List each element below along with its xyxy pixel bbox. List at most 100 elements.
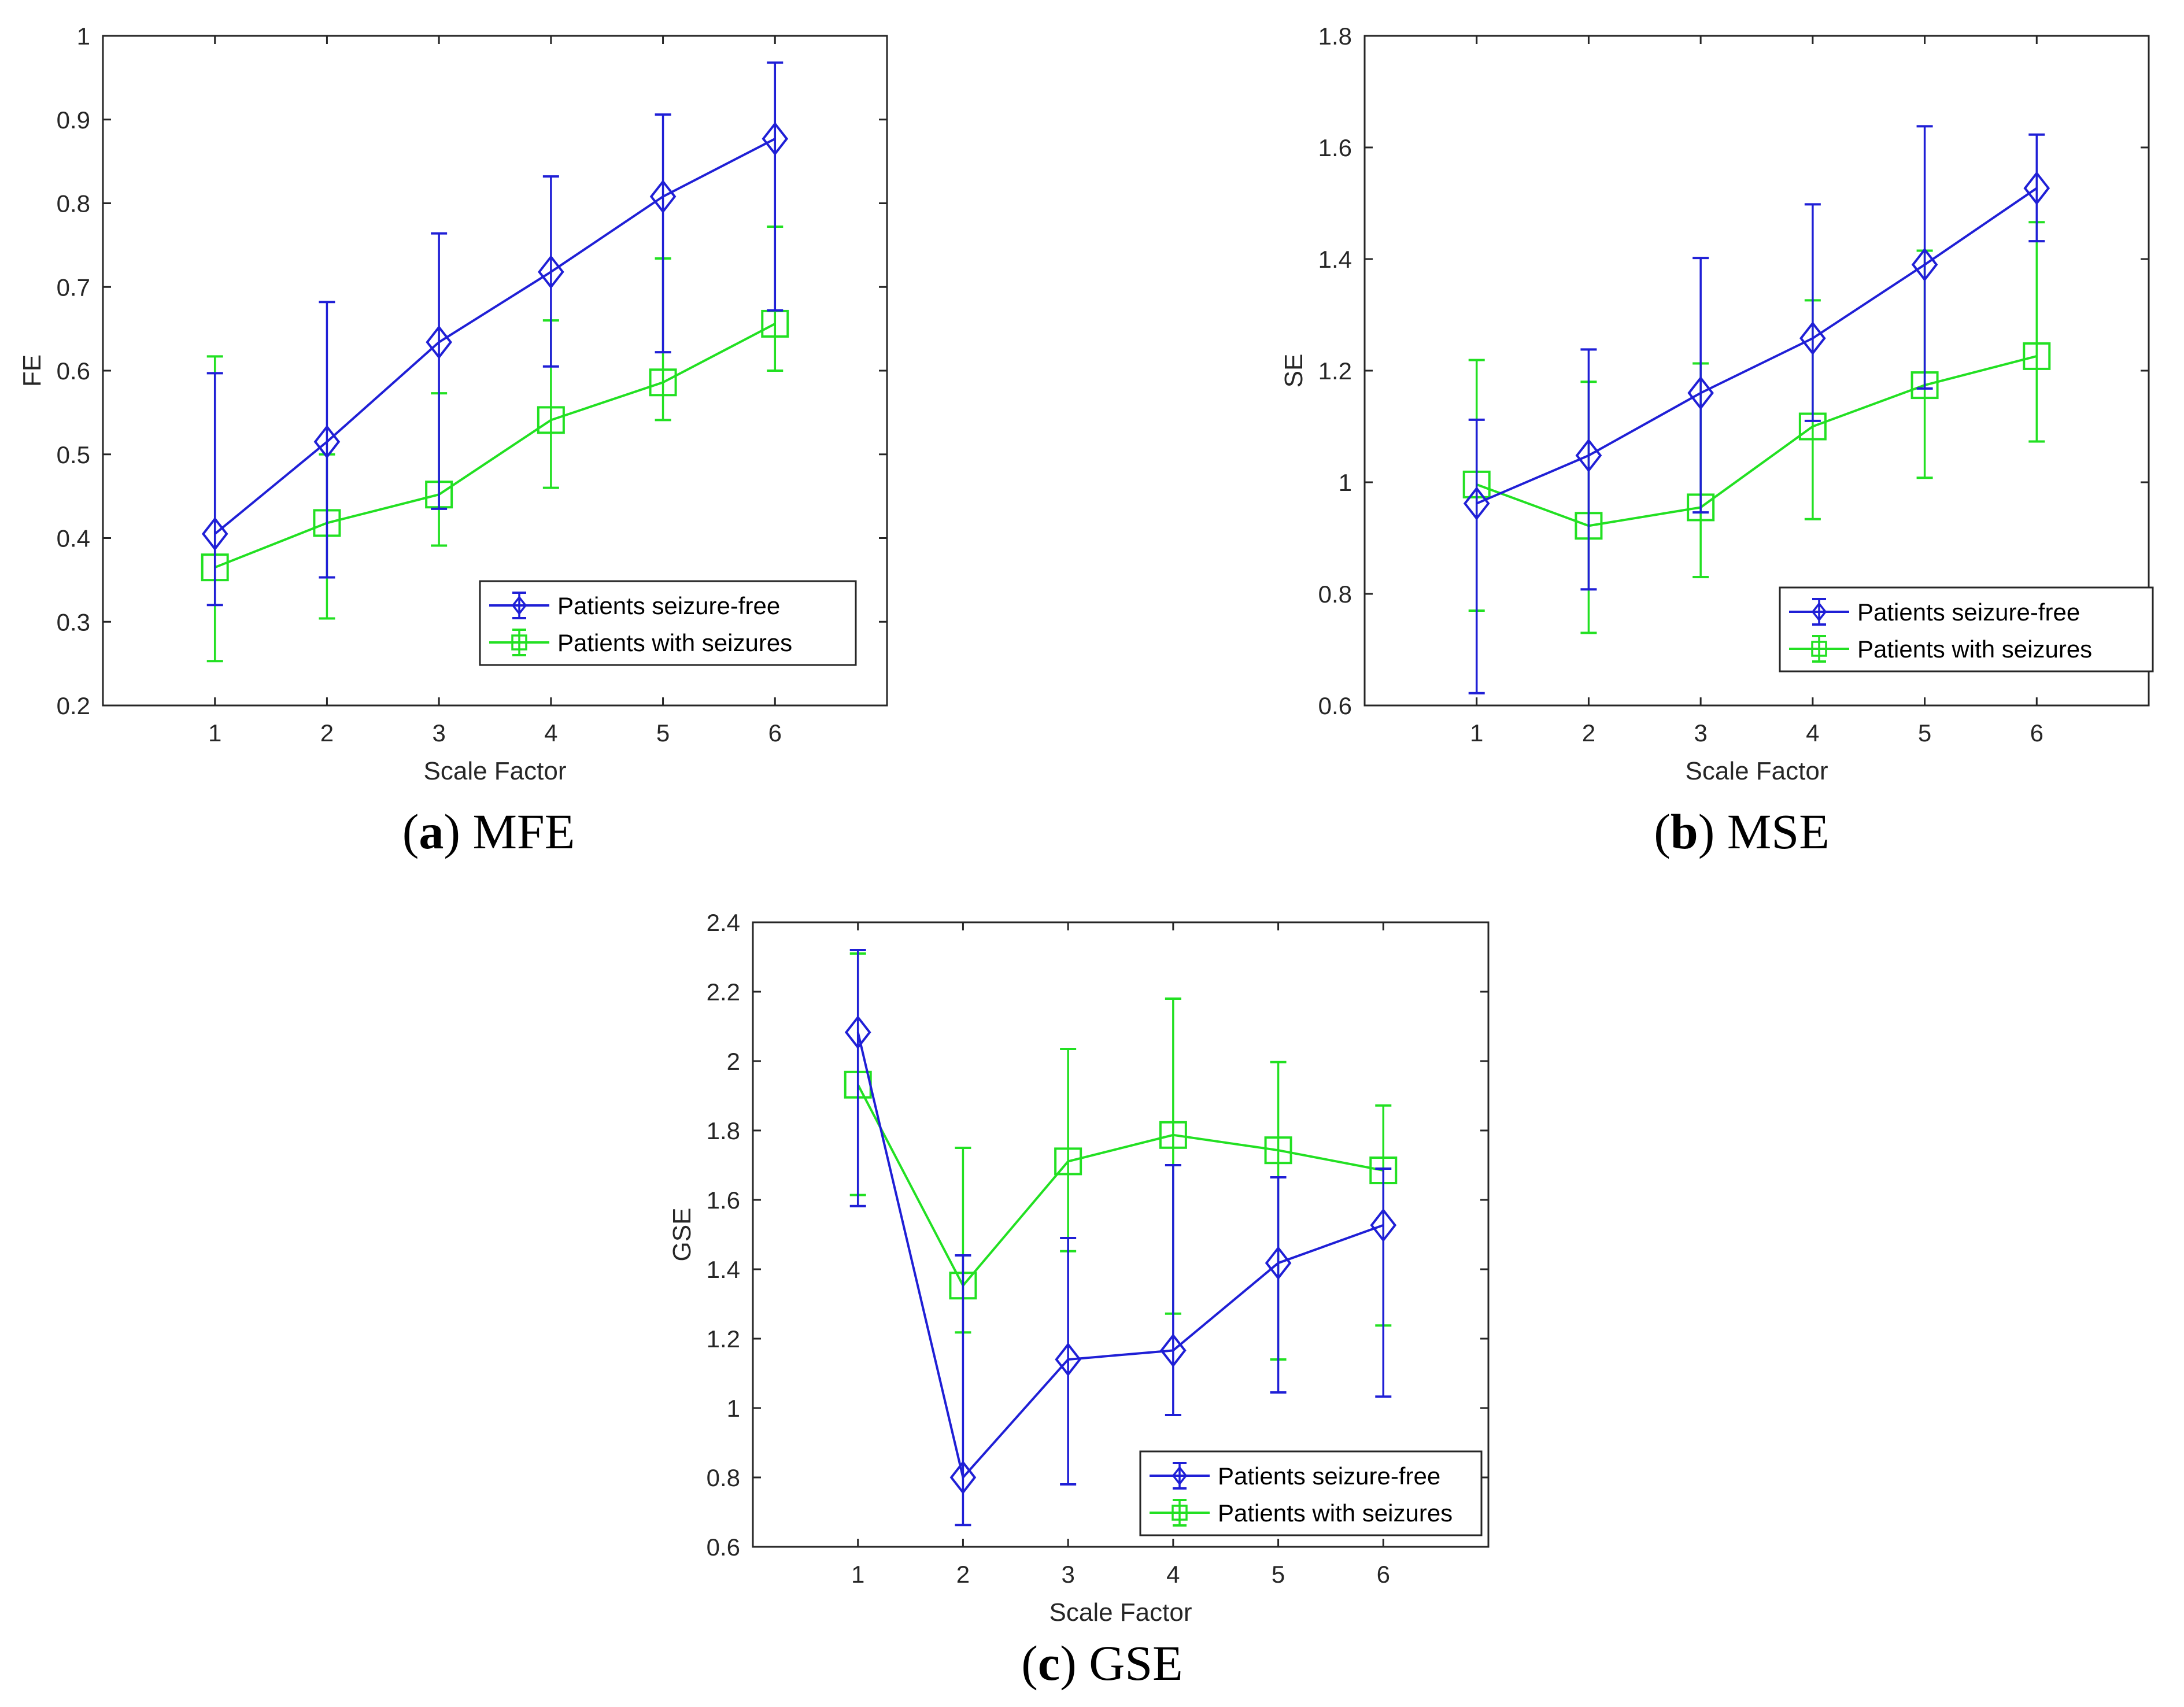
- y-tick-label: 1.4: [707, 1256, 740, 1283]
- data-point: [1463, 486, 1490, 520]
- y-tick-label: 1: [1339, 469, 1352, 496]
- y-tick-label: 1: [77, 23, 90, 50]
- y-tick-label: 0.8: [707, 1464, 740, 1491]
- series-line: [1476, 187, 2038, 505]
- legend-box: [1779, 586, 2154, 673]
- legend-label: Patients with seizures: [1218, 1499, 1453, 1527]
- chart-mfe: 0.2 0.3 0.4 0.5 0.6 0.7 0.8 0.9 1 1 2 3 4 5 6 Scale Fac…: [18, 23, 888, 785]
- x-tick-label: 3: [432, 719, 445, 747]
- x-tick-label: 5: [1272, 1561, 1285, 1588]
- legend-marker: [511, 596, 527, 615]
- data-point: [1054, 1147, 1082, 1176]
- y-tick-label: 2.4: [707, 909, 740, 936]
- x-tick-label: 2: [956, 1561, 970, 1588]
- legend-marker: [1172, 1466, 1188, 1486]
- legend: Patients seizure-free Patients with seizu…: [1139, 1450, 1483, 1536]
- series-line: [1476, 354, 2037, 527]
- series-line: [856, 1032, 1384, 1480]
- data-point: [201, 517, 228, 551]
- x-axis-label: Scale Factor: [424, 757, 567, 785]
- data-point: [1159, 1121, 1187, 1149]
- x-tick-label: 1: [1470, 719, 1483, 747]
- x-tick-label: 6: [768, 719, 782, 747]
- legend-label: Patients seizure-free: [1218, 1462, 1440, 1490]
- data-point: [1575, 438, 1602, 472]
- x-tick-label: 3: [1061, 1561, 1074, 1588]
- y-axis-label: FE: [18, 354, 46, 387]
- series-seizure-free: [844, 949, 1397, 1527]
- legend: Patients seizure-free Patients with seizu…: [1779, 586, 2154, 673]
- data-point: [762, 121, 789, 156]
- data-point: [426, 325, 452, 360]
- y-tick-label: 1.2: [707, 1325, 740, 1353]
- data-point: [649, 368, 677, 397]
- caption-c: (c) GSE: [1021, 1635, 1183, 1691]
- chart-gse: 0.6 0.8 1 1.2 1.4 1.6 1.8 2 2.2 2.4 1 2 3 4 5 6 Scale Fa…: [668, 909, 1490, 1627]
- y-tick-label: 1.4: [1318, 246, 1352, 273]
- chart-mse: 0.6 0.8 1 1.2 1.4 1.6 1.8 1 2 3 4 5 6 Scale Factor SE P…: [1280, 23, 2154, 785]
- legend-marker: [1811, 602, 1827, 622]
- y-tick-label: 0.7: [57, 274, 90, 301]
- y-tick-label: 0.8: [1318, 581, 1352, 608]
- y-tick-label: 0.4: [57, 525, 90, 552]
- legend-label: Patients with seizures: [557, 629, 792, 656]
- y-tick-label: 2.2: [707, 978, 740, 1006]
- data-point: [1911, 247, 1938, 282]
- data-point: [538, 254, 564, 289]
- y-tick-label: 0.6: [707, 1534, 740, 1561]
- series-line: [856, 1084, 1384, 1288]
- legend-label: Patients seizure-free: [557, 592, 780, 619]
- data-point: [2023, 171, 2050, 205]
- legend-marker: [511, 634, 527, 651]
- data-point: [1265, 1246, 1292, 1280]
- x-tick-label: 4: [1166, 1561, 1180, 1588]
- legend-label: Patients with seizures: [1857, 635, 2092, 663]
- data-point: [1055, 1342, 1081, 1377]
- y-tick-label: 1.8: [707, 1117, 740, 1144]
- caption-a: (a) MFE: [402, 804, 575, 859]
- data-point: [2023, 342, 2051, 370]
- y-tick-label: 0.9: [57, 106, 90, 134]
- legend-marker: [1811, 641, 1827, 657]
- data-point: [1160, 1333, 1187, 1368]
- legend: Patients seizure-free Patients with seizu…: [479, 580, 857, 666]
- x-tick-label: 6: [2030, 719, 2043, 747]
- y-tick-label: 0.5: [57, 441, 90, 468]
- series-seizure-free: [201, 61, 789, 607]
- legend-box: [1139, 1450, 1483, 1536]
- y-tick-label: 1.2: [1318, 357, 1352, 385]
- data-point: [649, 179, 677, 214]
- legend-box: [479, 580, 857, 666]
- x-tick-label: 1: [208, 719, 221, 747]
- series-seizure-free: [1463, 125, 2050, 694]
- x-tick-label: 5: [656, 719, 670, 747]
- x-tick-label: 5: [1918, 719, 1931, 747]
- y-tick-label: 0.2: [57, 692, 90, 719]
- plot-frame: [752, 921, 1490, 1548]
- data-point: [1264, 1136, 1292, 1165]
- data-point: [1687, 376, 1714, 410]
- legend-marker: [1172, 1505, 1188, 1521]
- data-point: [949, 1460, 977, 1495]
- y-tick-label: 2: [727, 1048, 740, 1075]
- y-tick-label: 0.6: [57, 357, 90, 385]
- y-axis-label: GSE: [668, 1208, 696, 1262]
- x-tick-label: 4: [1806, 719, 1819, 747]
- x-tick-label: 4: [544, 719, 557, 747]
- x-tick-label: 3: [1694, 719, 1707, 747]
- data-point: [1799, 321, 1826, 356]
- legend-label: Patients seizure-free: [1857, 598, 2080, 626]
- y-tick-label: 0.6: [1318, 692, 1352, 719]
- data-point: [313, 424, 341, 459]
- y-axis-label: SE: [1280, 354, 1308, 388]
- x-axis-label: Scale Factor: [1686, 757, 1828, 785]
- y-tick-label: 1.6: [707, 1187, 740, 1214]
- y-tick-label: 0.3: [57, 608, 90, 635]
- data-point: [1370, 1208, 1397, 1243]
- series-line: [214, 138, 776, 535]
- x-tick-label: 6: [1377, 1561, 1390, 1588]
- y-tick-label: 0.8: [57, 190, 90, 217]
- x-tick-label: 1: [851, 1561, 864, 1588]
- x-tick-label: 2: [320, 719, 334, 747]
